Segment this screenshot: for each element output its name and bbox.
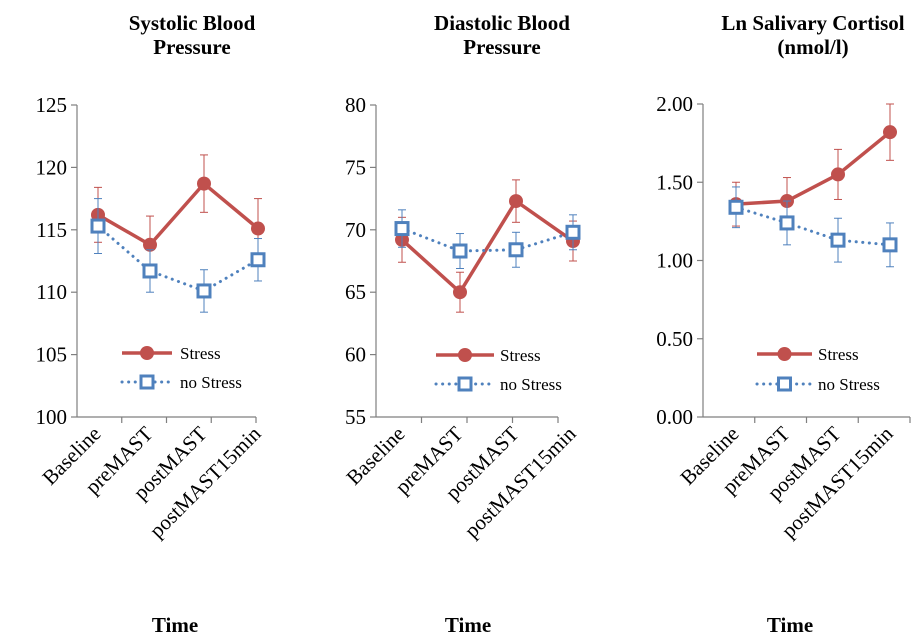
chart-title: Systolic Blood Pressure bbox=[129, 11, 256, 59]
data-point bbox=[453, 285, 467, 300]
y-tick-label: 60 bbox=[345, 343, 366, 367]
data-point bbox=[143, 237, 157, 252]
y-tick-label: 100 bbox=[36, 405, 68, 429]
data-point bbox=[251, 221, 265, 236]
legend-label: Stress bbox=[818, 345, 859, 364]
legend-marker bbox=[458, 348, 472, 362]
data-point bbox=[565, 224, 581, 240]
chart-title-line: Systolic Blood bbox=[129, 11, 256, 35]
data-point bbox=[509, 194, 523, 209]
chart-panel-2: Diastolic Blood Pressure556065707580Basel… bbox=[341, 11, 580, 637]
legend-marker bbox=[457, 376, 473, 392]
legend-label: Stress bbox=[500, 346, 541, 365]
y-tick-label: 75 bbox=[345, 155, 366, 179]
y-tick-label: 0.00 bbox=[656, 405, 693, 429]
x-axis-label: Time bbox=[767, 613, 813, 637]
legend-label: no Stress bbox=[500, 375, 562, 394]
y-tick-label: 1.00 bbox=[656, 249, 693, 273]
y-tick-label: 105 bbox=[36, 343, 68, 367]
series-no-stress bbox=[90, 198, 266, 313]
y-tick-label: 110 bbox=[36, 280, 67, 304]
legend-label: no Stress bbox=[818, 375, 880, 394]
y-tick-label: 120 bbox=[36, 155, 68, 179]
series-stress bbox=[91, 154, 265, 274]
chart-title-line: (nmol/l) bbox=[777, 35, 848, 59]
chart-title-line: Diastolic Blood bbox=[434, 11, 570, 35]
y-tick-label: 80 bbox=[345, 93, 366, 117]
data-point bbox=[882, 237, 898, 253]
legend-marker bbox=[777, 347, 792, 361]
y-tick-label: 2.00 bbox=[656, 92, 693, 116]
legend: Stress no Stress bbox=[755, 345, 880, 394]
data-point bbox=[831, 167, 845, 182]
series-stress bbox=[729, 103, 897, 227]
series-stress bbox=[395, 179, 580, 313]
y-tick-label: 55 bbox=[345, 405, 366, 429]
chart-title-line: Ln Salivary Cortisol bbox=[721, 11, 904, 35]
data-point bbox=[508, 242, 524, 258]
data-point bbox=[779, 215, 795, 231]
data-point bbox=[394, 221, 410, 237]
chart-panel-3: Ln Salivary Cortisol (nmol/l) 0.00 0.50 1.00… bbox=[656, 11, 911, 637]
legend-label: Stress bbox=[180, 344, 221, 363]
series-line bbox=[734, 205, 892, 247]
data-point bbox=[452, 243, 468, 259]
series-line bbox=[96, 224, 260, 293]
chart-title-line: Pressure bbox=[463, 35, 540, 59]
series-no-stress bbox=[728, 186, 898, 268]
chart-title: Ln Salivary Cortisol (nmol/l) bbox=[721, 11, 904, 59]
series-line bbox=[400, 198, 575, 295]
chart-title-line: Pressure bbox=[153, 35, 230, 59]
data-point bbox=[830, 232, 846, 248]
chart-title: Diastolic Blood Pressure bbox=[434, 11, 570, 59]
y-tick-label: 70 bbox=[345, 218, 366, 242]
data-point bbox=[142, 263, 158, 279]
data-point bbox=[883, 125, 897, 140]
x-axis-label: Time bbox=[445, 613, 491, 637]
y-tick-label: 1.50 bbox=[656, 170, 693, 194]
data-point bbox=[196, 283, 212, 299]
legend-marker bbox=[777, 376, 792, 392]
x-axis-label: Time bbox=[152, 613, 198, 637]
legend-marker bbox=[139, 374, 155, 390]
data-point bbox=[90, 218, 106, 234]
y-tick-label: 0.50 bbox=[656, 327, 693, 351]
chart-panel-1: Systolic Blood Pressure 100 105 110 115 120 125… bbox=[36, 11, 266, 637]
y-tick-label: 125 bbox=[36, 93, 68, 117]
legend: Stress no Stress bbox=[434, 346, 562, 394]
series-line bbox=[97, 181, 260, 248]
series-line bbox=[735, 130, 892, 206]
series-no-stress bbox=[394, 209, 581, 269]
y-tick-label: 65 bbox=[345, 280, 366, 304]
data-point bbox=[250, 252, 266, 268]
legend: Stress no Stress bbox=[120, 344, 242, 392]
legend-marker bbox=[140, 346, 154, 360]
y-tick-label: 115 bbox=[36, 218, 67, 242]
data-point bbox=[197, 176, 211, 191]
data-point bbox=[728, 199, 744, 215]
legend-label: no Stress bbox=[180, 373, 242, 392]
